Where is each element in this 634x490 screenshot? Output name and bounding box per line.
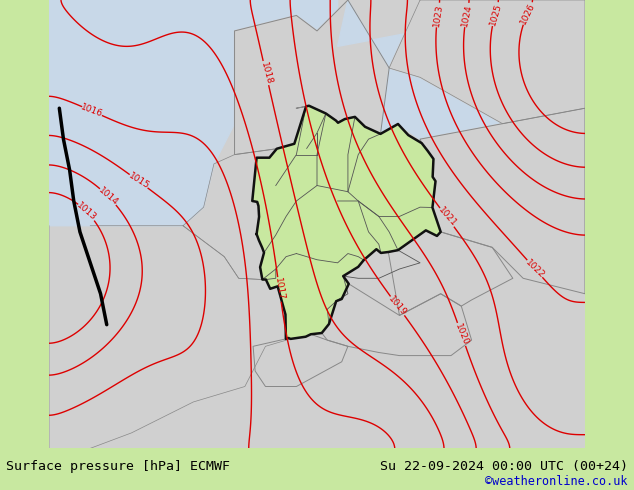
Text: 1021: 1021: [436, 206, 458, 229]
Text: 1025: 1025: [488, 2, 503, 26]
Polygon shape: [49, 387, 585, 448]
Text: Su 22-09-2024 00:00 UTC (00+24): Su 22-09-2024 00:00 UTC (00+24): [380, 460, 628, 473]
Polygon shape: [389, 0, 585, 123]
Polygon shape: [388, 230, 513, 316]
Polygon shape: [49, 226, 290, 448]
Text: Surface pressure [hPa] ECMWF: Surface pressure [hPa] ECMWF: [6, 460, 230, 473]
Text: 1016: 1016: [80, 103, 105, 119]
Text: 1023: 1023: [432, 3, 444, 27]
Text: 1020: 1020: [453, 322, 470, 347]
Polygon shape: [183, 149, 277, 279]
Polygon shape: [420, 108, 585, 294]
Text: 1026: 1026: [519, 1, 537, 26]
Text: 1017: 1017: [273, 277, 286, 301]
Text: 1018: 1018: [259, 61, 273, 85]
Text: 1022: 1022: [524, 258, 546, 280]
Text: 1015: 1015: [127, 172, 151, 191]
Text: 1013: 1013: [75, 201, 98, 223]
Polygon shape: [235, 0, 389, 155]
Polygon shape: [311, 284, 472, 356]
Polygon shape: [338, 0, 585, 139]
Text: ©weatheronline.co.uk: ©weatheronline.co.uk: [485, 475, 628, 488]
Polygon shape: [253, 333, 348, 387]
Polygon shape: [252, 106, 441, 339]
Polygon shape: [462, 278, 585, 402]
Polygon shape: [49, 0, 338, 226]
Polygon shape: [252, 106, 441, 339]
Text: 1014: 1014: [96, 186, 120, 207]
Text: 1019: 1019: [387, 294, 408, 318]
Polygon shape: [49, 0, 585, 448]
Text: 1024: 1024: [460, 3, 474, 27]
